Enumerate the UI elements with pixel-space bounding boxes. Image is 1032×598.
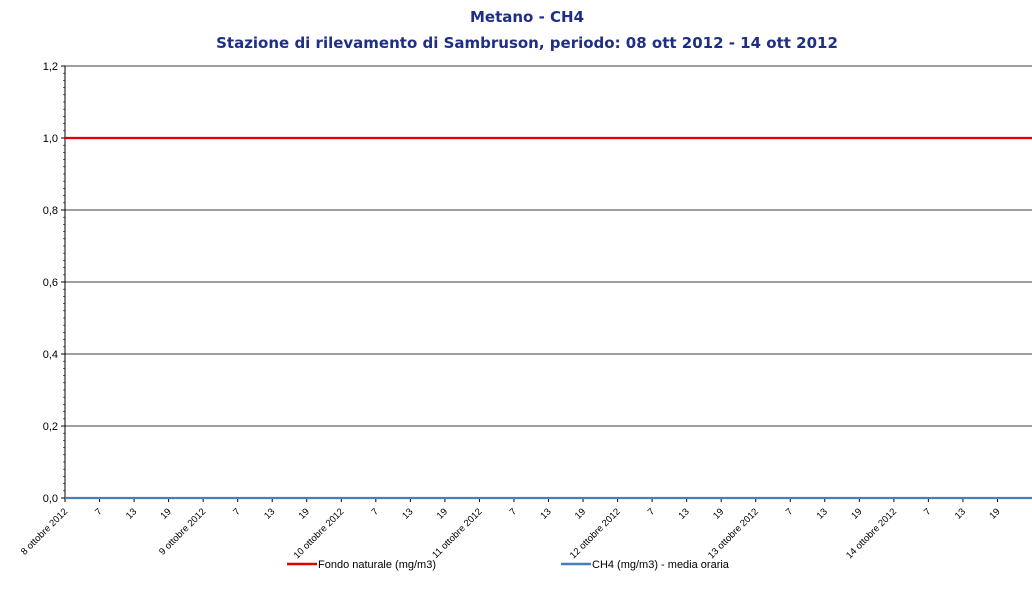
x-tick-label: 7 xyxy=(784,506,796,518)
axes xyxy=(61,65,1032,502)
grid xyxy=(65,65,1032,427)
x-tick-label: 13 xyxy=(677,506,692,521)
x-tick-label: 7 xyxy=(93,506,105,518)
legend-label-1: Fondo naturale (mg/m3) xyxy=(318,559,436,571)
y-tick-label: 0,4 xyxy=(43,349,58,361)
chart-subtitle: Stazione di rilevamento di Sambruson, pe… xyxy=(216,34,838,52)
x-tick-label: 19 xyxy=(987,506,1002,521)
y-tick-label: 0,6 xyxy=(43,277,58,289)
x-tick-label: 13 xyxy=(953,506,968,521)
x-tick-label: 13 xyxy=(262,506,277,521)
x-tick-label: 19 xyxy=(297,506,312,521)
x-tick-label: 19 xyxy=(158,506,173,521)
x-tick-label: 13 xyxy=(400,506,415,521)
x-tick-label: 7 xyxy=(231,506,243,518)
y-tick-label: 0,2 xyxy=(43,421,58,433)
series-lines xyxy=(65,136,1032,500)
y-tick-label: 0,8 xyxy=(43,205,58,217)
x-tick-label: 7 xyxy=(369,506,381,518)
x-tick-label: 7 xyxy=(508,506,520,518)
y-tick-labels: 0,0 0,2 0,4 0,6 0,8 1,0 1,2 xyxy=(43,61,58,505)
legend: Fondo naturale (mg/m3) CH4 (mg/m3) - medi… xyxy=(287,559,730,571)
x-tick-labels: 8 ottobre 2012 7 13 199 ottobre 2012 7 13 1910… xyxy=(19,506,1003,561)
x-tick-label: 19 xyxy=(849,506,864,521)
x-tick-label: 19 xyxy=(573,506,588,521)
x-tick-label: 7 xyxy=(646,506,658,518)
legend-label-2: CH4 (mg/m3) - media oraria xyxy=(592,559,730,571)
x-tick-label: 8 ottobre 2012 xyxy=(19,506,70,557)
x-tick-label: 13 xyxy=(124,506,139,521)
y-tick-label: 1,2 xyxy=(43,61,58,73)
y-tick-label: 1,0 xyxy=(43,133,58,145)
y-tick-label: 0,0 xyxy=(43,493,58,505)
chart-title: Metano - CH4 xyxy=(470,8,584,26)
x-tick-label: 19 xyxy=(435,506,450,521)
x-tick-label: 13 xyxy=(538,506,553,521)
x-tick-label: 7 xyxy=(922,506,934,518)
x-tick-label: 13 xyxy=(815,506,830,521)
x-tick-label: 19 xyxy=(711,506,726,521)
